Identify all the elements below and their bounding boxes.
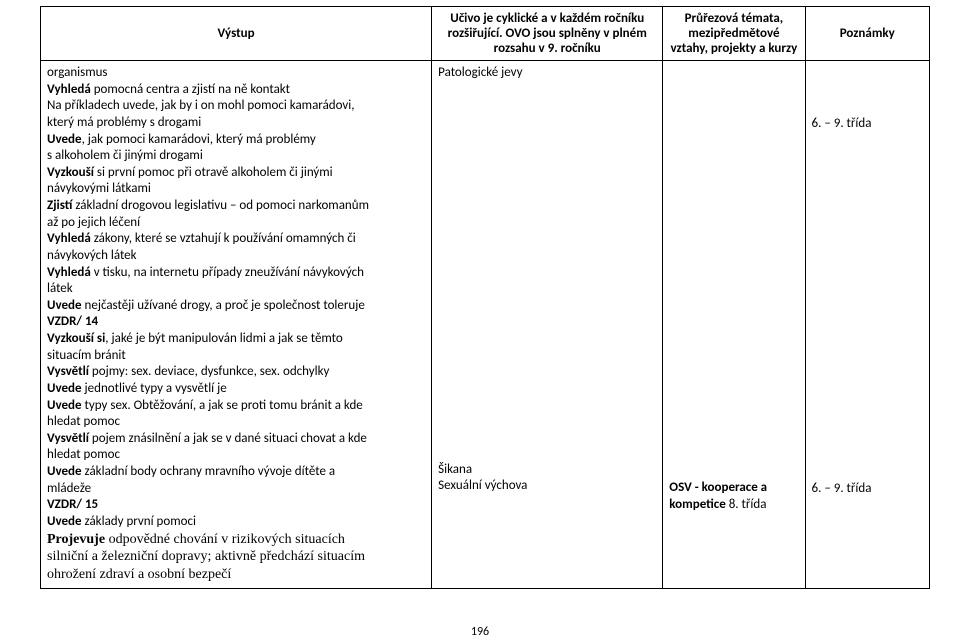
spacer (812, 65, 923, 115)
vystup-line: Uvede základní body ochrany mravního výv… (47, 464, 425, 481)
vystup-line: VZDR/ 14 (47, 314, 425, 331)
spacer (669, 65, 798, 479)
vystup-line: ohrožení zdraví a osobní bezpečí (47, 566, 425, 584)
poznamky-inner: 6. – 9. třída 6. – 9. třída (812, 65, 923, 497)
table-body-row: organismusVyhledá pomocná centra a zjist… (41, 61, 930, 589)
vystup-line: Uvede jednotlivé typy a vysvětlí je (47, 381, 425, 398)
vystup-line: až po jejich léčení (47, 215, 425, 232)
spacer (812, 132, 923, 480)
header-ucivo: Učivo je cyklické a v každém ročníku roz… (432, 7, 663, 61)
ucivo-topic-patologicke: Patologické jevy (438, 65, 656, 82)
osv-bold1: OSV - kooperace a (669, 480, 767, 495)
vystup-line: Vysvětlí pojem znásilnění a jak se v dan… (47, 431, 425, 448)
osv-bold2: kompetice (669, 497, 725, 512)
vystup-line: silniční a železniční dopravy; aktivně p… (47, 548, 425, 566)
vystup-line: situacím bránit (47, 348, 425, 365)
vystup-line: Uvede základy první pomoci (47, 514, 425, 531)
vystup-line: hledat pomoc (47, 414, 425, 431)
poznamka-bottom: 6. – 9. třída (812, 480, 923, 497)
vystup-line: Uvede, jak pomoci kamarádovi, který má p… (47, 132, 425, 149)
cell-poznamky: 6. – 9. třída 6. – 9. třída (805, 61, 929, 589)
vystup-line: Vyhledá zákony, které se vztahují k použ… (47, 231, 425, 248)
vystup-line: VZDR/ 15 (47, 497, 425, 514)
ucivo-topic-sexualni: Sexuální výchova (438, 478, 656, 495)
vystup-line: hledat pomoc (47, 447, 425, 464)
spacer (438, 82, 656, 462)
vystup-line: Vyzkouší si první pomoc při otravě alkoh… (47, 165, 425, 182)
table-header-row: Výstup Učivo je cyklické a v každém ročn… (41, 7, 930, 61)
prurezova-inner: OSV - kooperace a kompetice 8. třída (669, 65, 798, 513)
vystup-line: Vysvětlí pojmy: sex. deviace, dysfunkce,… (47, 364, 425, 381)
vystup-line: mládeže (47, 481, 425, 498)
vystup-line: Uvede typy sex. Obtěžování, a jak se pro… (47, 398, 425, 415)
cell-vystup: organismusVyhledá pomocná centra a zjist… (41, 61, 432, 589)
vystup-line: Uvede nejčastěji užívané drogy, a proč j… (47, 298, 425, 315)
vystup-lines: organismusVyhledá pomocná centra a zjist… (47, 65, 425, 584)
osv-class: 8. třída (729, 497, 767, 512)
vystup-line: Vyzkouší si, jaké je být manipulován lid… (47, 331, 425, 348)
header-vystup: Výstup (41, 7, 432, 61)
ucivo-lines: Patologické jevy Šikana Sexuální výchova (438, 65, 656, 495)
page-number: 196 (471, 625, 489, 639)
header-prurezova: Průřezová témata, mezipředmětové vztahy,… (663, 7, 805, 61)
vystup-line: Vyhledá pomocná centra a zjistí na ně ko… (47, 82, 425, 99)
vystup-line: Projevuje odpovědné chování v rizikových… (47, 531, 425, 549)
header-poznamky: Poznámky (805, 7, 929, 61)
osv-line2: kompetice 8. třída (669, 496, 798, 513)
vystup-line: Vyhledá v tisku, na internetu případy zn… (47, 265, 425, 282)
cell-ucivo: Patologické jevy Šikana Sexuální výchova (432, 61, 663, 589)
vystup-line: látek (47, 281, 425, 298)
poznamka-top: 6. – 9. třída (812, 115, 923, 132)
ucivo-topic-sikana: Šikana (438, 462, 656, 479)
vystup-line: Zjistí základní drogovou legislativu – o… (47, 198, 425, 215)
vystup-line: organismus (47, 65, 425, 82)
document-page: Výstup Učivo je cyklické a v každém ročn… (0, 0, 960, 643)
vystup-line: návykovými látkami (47, 181, 425, 198)
vystup-line: s alkoholem či jinými drogami (47, 148, 425, 165)
cell-prurezova: OSV - kooperace a kompetice 8. třída (663, 61, 805, 589)
vystup-line: který má problémy s drogami (47, 115, 425, 132)
vystup-line: Na příkladech uvede, jak by i on mohl po… (47, 98, 425, 115)
osv-line1: OSV - kooperace a (669, 479, 798, 496)
curriculum-table: Výstup Učivo je cyklické a v každém ročn… (40, 6, 930, 589)
vystup-line: návykových látek (47, 248, 425, 265)
